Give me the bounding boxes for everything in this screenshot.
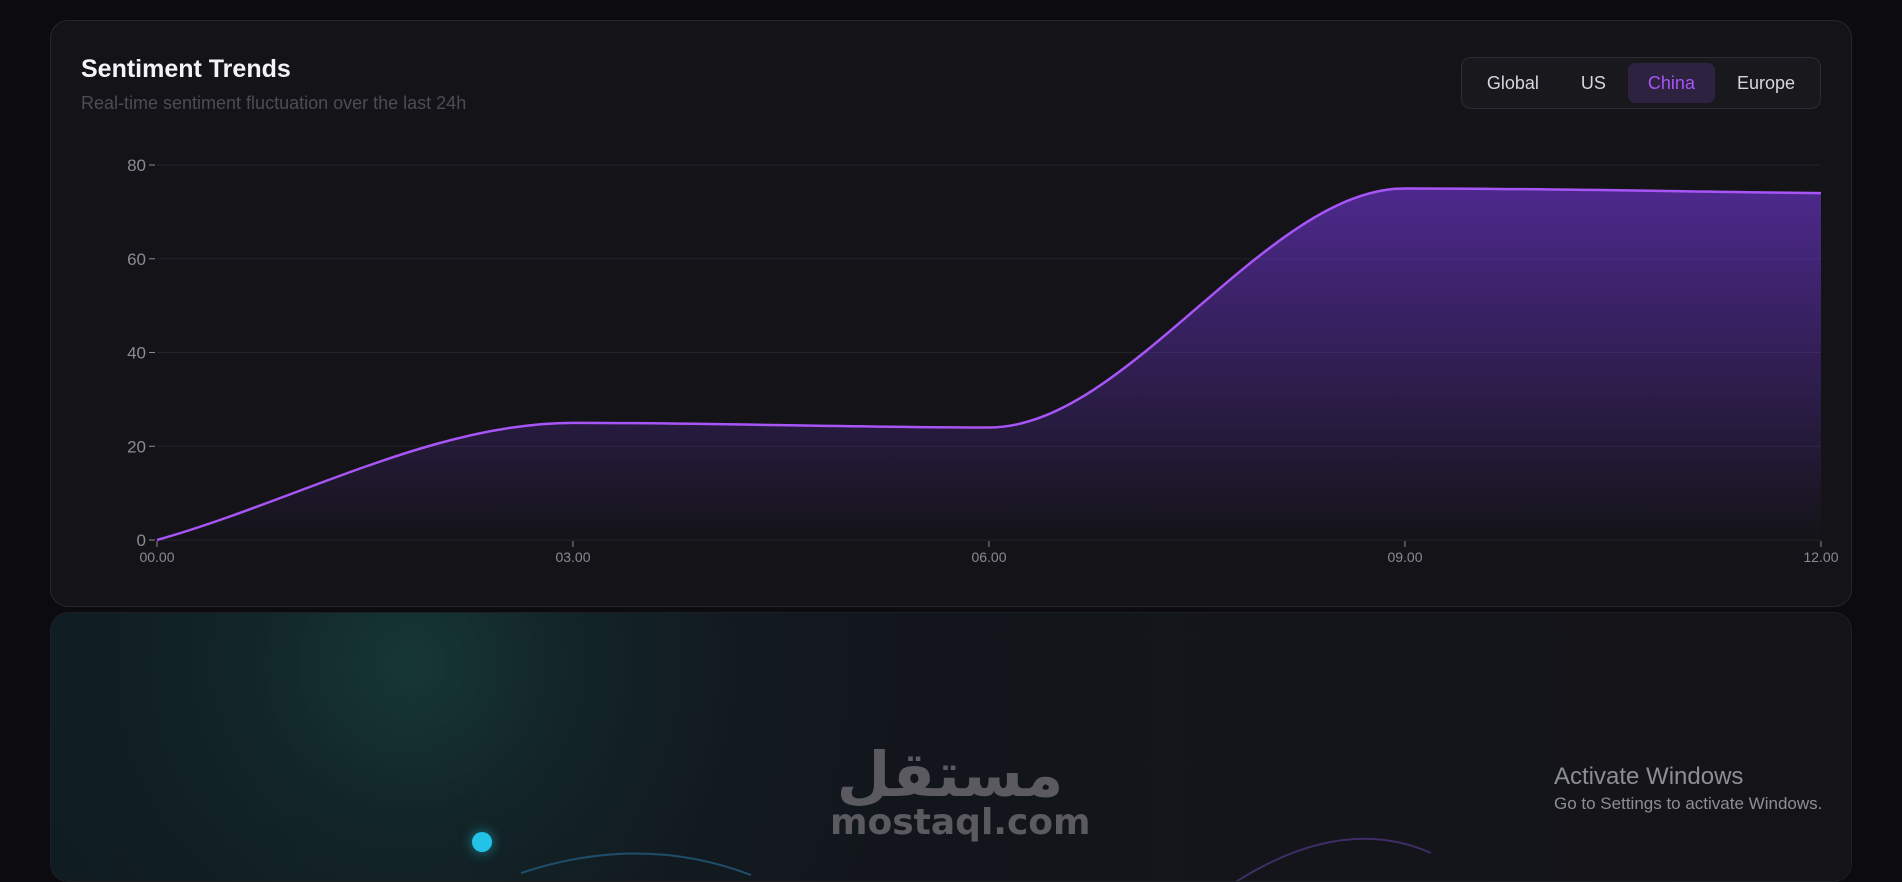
- activate-windows-notice: Activate Windows Go to Settings to activ…: [1554, 762, 1822, 816]
- sentiment-trends-card: Sentiment Trends Real-time sentiment flu…: [50, 20, 1852, 607]
- card-subtitle: Real-time sentiment fluctuation over the…: [81, 93, 467, 113]
- activate-windows-subtitle: Go to Settings to activate Windows.: [1554, 794, 1823, 813]
- sentiment-chart: 0 20 40 60 80 00.00 03.00 06.00 09.00 12.00: [127, 156, 1839, 565]
- tab-europe[interactable]: Europe: [1736, 72, 1795, 93]
- y-tick-label: 40: [127, 344, 146, 363]
- mostaql-watermark: مستقل mostaql.com: [830, 738, 1091, 843]
- watermark-url: mostaql.com: [830, 802, 1091, 843]
- globe-card: [50, 612, 1852, 882]
- x-tick-label: 09.00: [1387, 549, 1422, 565]
- tab-china[interactable]: China: [1627, 63, 1715, 103]
- y-tick-label: 80: [127, 156, 146, 175]
- x-axis: 00.00 03.00 06.00 09.00 12.00: [139, 541, 1839, 565]
- x-tick-label: 12.00: [1803, 549, 1838, 565]
- activate-windows-title: Activate Windows: [1554, 763, 1744, 790]
- y-axis: 0 20 40 60 80: [127, 156, 155, 550]
- x-tick-label: 03.00: [555, 549, 590, 565]
- sentiment-line: [156, 187, 1822, 542]
- arc-cyan: [520, 852, 752, 876]
- y-tick-label: 20: [127, 437, 146, 456]
- x-tick-label: 06.00: [971, 549, 1006, 565]
- arc-purple: [1235, 837, 1432, 881]
- location-dot[interactable]: [472, 832, 492, 852]
- sentiment-area: [157, 188, 1821, 540]
- region-tabs: Global US China Europe: [1460, 57, 1821, 109]
- card-title: Sentiment Trends: [81, 55, 291, 83]
- y-tick-label: 0: [137, 531, 146, 550]
- y-tick-label: 60: [127, 250, 146, 269]
- x-tick-label: 00.00: [139, 549, 174, 565]
- tab-global[interactable]: Global: [1486, 72, 1539, 93]
- watermark-logo: مستقل: [836, 738, 1064, 811]
- tab-us[interactable]: US: [1580, 72, 1606, 93]
